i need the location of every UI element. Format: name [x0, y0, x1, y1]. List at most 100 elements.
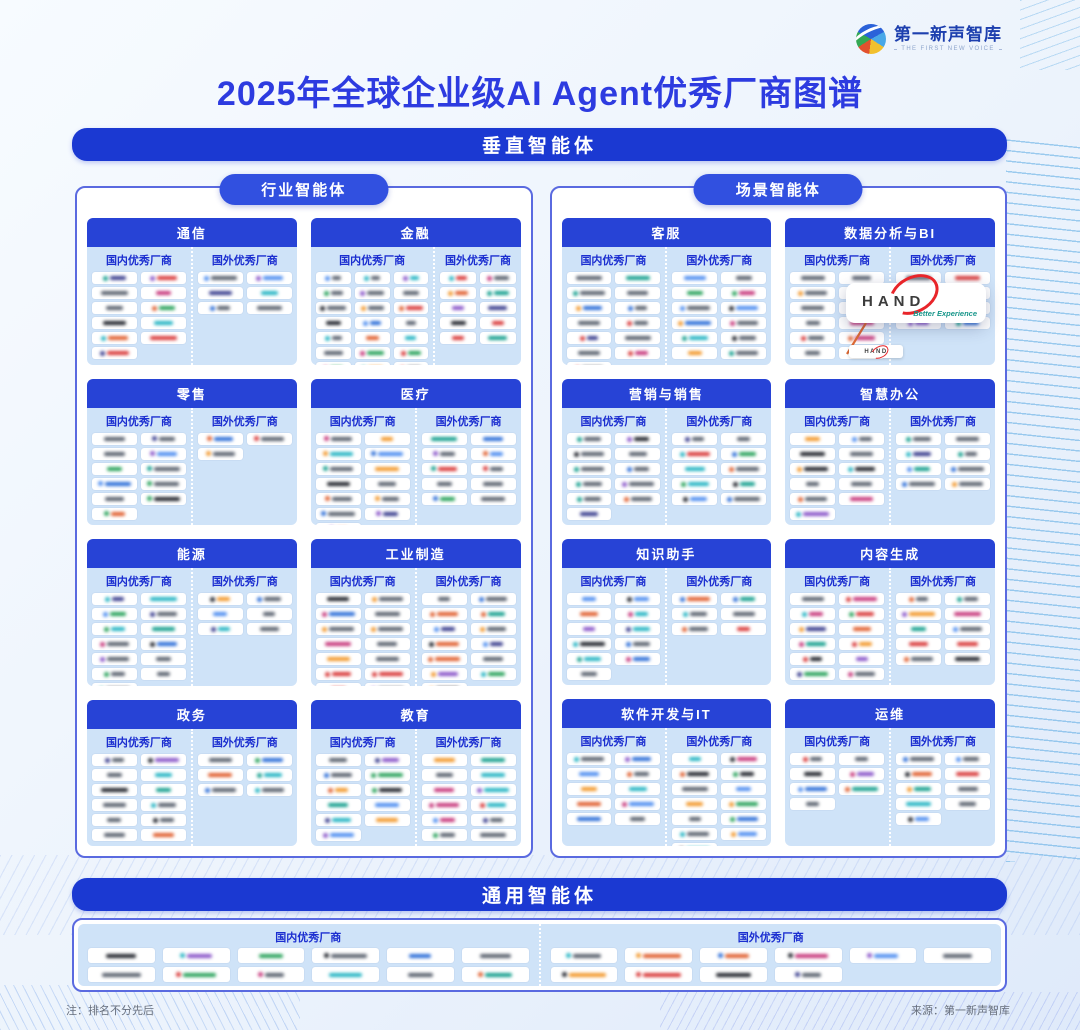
blurred-logo: [250, 306, 289, 310]
blurred-logo: [425, 436, 464, 441]
blurred-logo: [793, 496, 832, 502]
blurred-logo: [899, 627, 938, 631]
vendor-logo-grid: [197, 432, 292, 460]
blurred-logo: [425, 656, 464, 662]
vendor-group-foreign: 国外优秀厂商: [190, 729, 297, 846]
vendor-group-label: 国外优秀厂商: [444, 255, 511, 267]
blurred-logo: [315, 953, 376, 958]
blurred-logo: [724, 831, 763, 837]
blurred-logo: [144, 496, 183, 502]
vendor-logo-chip: [354, 302, 390, 314]
vendor-logo-chip: [945, 653, 990, 665]
vendor-logo-chip: [790, 463, 836, 475]
vendor-logo-grid: [315, 593, 410, 686]
blurred-logo: [842, 335, 881, 341]
blurred-logo: [948, 320, 987, 326]
vendor-group-label: 国内优秀厂商: [580, 255, 647, 267]
blurred-logo: [570, 612, 609, 616]
blurred-logo: [570, 335, 609, 341]
vendor-logo-grid: [672, 593, 767, 635]
vendor-logo-chip: [315, 829, 361, 841]
vendor-group-foreign: 国外优秀厂商: [665, 247, 771, 365]
vendor-logo-chip: [197, 754, 243, 766]
vendor-group-label: 国外优秀厂商: [435, 415, 502, 428]
vendor-logo-chip: [197, 784, 243, 796]
card-title: 智慧办公: [785, 379, 995, 408]
blurred-logo: [201, 291, 240, 295]
blurred-logo: [425, 788, 464, 792]
blurred-logo: [483, 290, 513, 296]
vendor-logo-chip: [140, 769, 186, 781]
blurred-logo: [618, 626, 657, 632]
vendor-group-label: 国外优秀厂商: [211, 255, 278, 267]
blurred-logo: [675, 351, 714, 355]
vendor-logo-chip: [440, 332, 476, 344]
blurred-logo: [368, 671, 407, 677]
vendor-logo-grid: [421, 593, 516, 686]
vendor-logo-chip: [315, 492, 361, 505]
blurred-logo: [390, 972, 451, 977]
blurred-logo: [144, 451, 183, 457]
vendor-logo-chip: [615, 798, 661, 810]
footer-source: 来源：第一新声智库: [911, 1005, 1010, 1017]
vendor-logo-chip: [721, 433, 767, 445]
vendor-logo-chip: [721, 768, 767, 780]
vendor-logo-chip: [945, 272, 990, 284]
blurred-logo: [397, 350, 426, 356]
vendor-logo-chip: [566, 493, 612, 505]
vendor-group-label: 国外优秀厂商: [211, 737, 278, 749]
vendor-logo-chip: [839, 768, 885, 780]
vendor-group-domestic: 国内优秀厂商: [311, 408, 415, 526]
vendor-logo-chip: [790, 493, 836, 505]
blurred-logo: [675, 626, 714, 632]
hand-logo-chip: HAND: [849, 345, 903, 358]
blurred-logo: [144, 773, 183, 777]
vendor-logo-chip: [197, 447, 243, 460]
vendor-logo-chip: [197, 272, 243, 284]
vendor-logo-chip: [672, 317, 718, 329]
blurred-logo: [319, 626, 358, 632]
blurred-logo: [842, 596, 881, 602]
vendor-logo-chip: [315, 477, 361, 490]
card-body: 国内优秀厂商 国外优秀厂商: [87, 568, 297, 686]
vendor-group-foreign: 国外优秀厂商: [889, 408, 995, 525]
blurred-logo: [675, 757, 714, 761]
blurred-logo: [95, 291, 134, 295]
blurred-logo: [166, 972, 227, 977]
blurred-logo: [368, 772, 407, 778]
blurred-logo: [474, 787, 513, 793]
card-title: 通信: [87, 218, 297, 247]
vendor-logo-chip: [92, 814, 137, 826]
blurred-logo: [842, 321, 881, 325]
blurred-logo: [842, 611, 881, 617]
vendor-logo-chip: [237, 948, 305, 963]
vendor-logo-chip: [615, 302, 661, 314]
card-body: 国内优秀厂商 国外优秀厂商: [310, 247, 521, 365]
vendor-logo-chip: [470, 593, 516, 606]
blurred-logo: [570, 512, 609, 516]
blurred-logo: [793, 306, 832, 310]
vendor-logo-grid: [92, 754, 186, 841]
blurred-logo: [358, 275, 387, 281]
blurred-logo: [675, 496, 714, 502]
blurred-logo: [724, 627, 763, 631]
vendor-logo-chip: [615, 768, 661, 780]
blurred-logo: [319, 275, 348, 281]
card-title: 工业制造: [310, 539, 521, 569]
vendor-group-domestic: 国内优秀厂商: [785, 728, 889, 846]
vendor-logo-chip: [140, 653, 186, 666]
decorative-lines-right: [1006, 138, 1080, 862]
blurred-logo: [250, 436, 289, 442]
vendor-logo-grid: [566, 433, 661, 520]
vendor-group-foreign: 国外优秀厂商: [889, 568, 995, 685]
vendor-logo-chip: [461, 967, 529, 982]
card-body: 国内优秀厂商 国外优秀厂商: [310, 729, 521, 846]
vendor-logo-chip: [945, 478, 990, 490]
blurred-logo: [628, 972, 689, 977]
vendor-logo-chip: [364, 683, 410, 686]
vendor-group-label: 国内优秀厂商: [804, 736, 871, 748]
vendor-logo-chip: [896, 608, 942, 620]
vendor-group-label: 国外优秀厂商: [910, 255, 977, 267]
blurred-logo: [474, 802, 513, 808]
blurred-logo: [474, 657, 513, 662]
